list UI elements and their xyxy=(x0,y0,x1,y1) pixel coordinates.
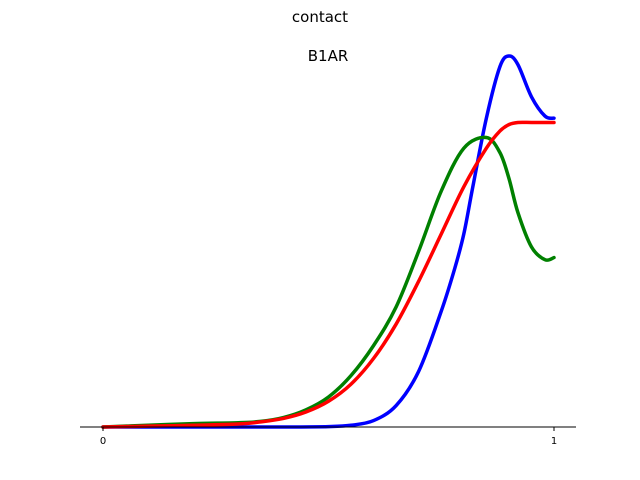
x-tick-label-0: 0 xyxy=(100,436,106,447)
x-tick-label-1: 1 xyxy=(551,436,557,447)
series-line-1 xyxy=(101,54,556,429)
series-line-3 xyxy=(101,120,556,429)
chart-subtitle: B1AR xyxy=(308,47,349,65)
series-line-2 xyxy=(101,135,556,429)
chart-title: contact xyxy=(292,8,348,26)
series-layer xyxy=(101,54,556,429)
